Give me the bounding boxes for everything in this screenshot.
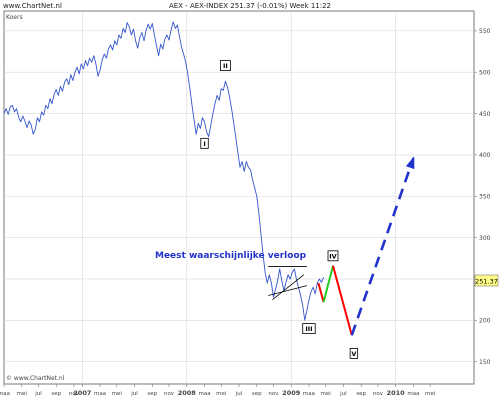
chart-title: AEX - AEX-INDEX 251.37 (-0.01%) Week 11:… — [169, 2, 331, 10]
y-tick-label: 550 — [479, 28, 491, 35]
projection-segment — [317, 282, 325, 303]
series-label: Koers — [6, 14, 23, 21]
x-tick-label: jul — [339, 391, 347, 397]
x-tick-label: nov — [69, 391, 80, 397]
current-value-label: 251.37 — [475, 278, 498, 286]
x-tick-label: mei — [17, 391, 28, 397]
x-tick-label: jul — [235, 391, 243, 397]
wave-label-text: I — [203, 140, 205, 148]
chart-source[interactable]: www.ChartNet.nl — [3, 2, 62, 10]
x-tick-label: mei — [112, 391, 123, 397]
y-tick-label: 400 — [479, 152, 491, 159]
wave-label: II — [220, 60, 231, 71]
wave-label: I — [200, 137, 209, 149]
projection-segment — [332, 265, 353, 336]
x-tick-label: maa — [303, 391, 315, 397]
triangle-pattern — [268, 266, 307, 300]
wave-label-text: III — [305, 325, 312, 333]
x-tick-label: mei — [321, 391, 332, 397]
projection-lines — [317, 157, 415, 336]
x-tick-label: 2007 — [73, 389, 91, 397]
x-tick-label: 2008 — [178, 389, 197, 397]
x-tick-label: 2009 — [282, 389, 301, 397]
wave-label: V — [349, 347, 359, 359]
x-tick-label: nov — [164, 391, 175, 397]
wave-label: IV — [327, 250, 339, 262]
x-tick-label: maa — [0, 391, 10, 397]
projection-dashed-line — [350, 157, 415, 336]
arrowhead — [405, 156, 415, 170]
trendline — [272, 274, 305, 300]
y-tick-label: 350 — [479, 193, 491, 200]
wave-label: III — [302, 323, 316, 334]
plot-frame — [3, 10, 475, 385]
grid — [4, 11, 474, 384]
watermark: © www.ChartNet.nl — [6, 375, 65, 382]
y-tick-label: 150 — [479, 359, 491, 366]
y-tick-label: 450 — [479, 111, 491, 118]
wave-label-text: IV — [329, 252, 336, 260]
arrowhead-icon — [405, 156, 415, 170]
x-tick-label: nov — [373, 391, 384, 397]
annotation-text: Meest waarschijnlijke verloop — [155, 251, 307, 261]
x-tick-label: nov — [268, 391, 279, 397]
y-tick-label: 200 — [479, 318, 491, 325]
current-value-box — [474, 274, 499, 287]
x-tick-label: sep — [51, 391, 61, 397]
x-tick-label: maa — [407, 391, 419, 397]
x-tick-label: jul — [34, 391, 42, 397]
y-tick-label: 500 — [479, 69, 491, 76]
x-tick-label: sep — [252, 391, 262, 397]
y-tick-label: 300 — [479, 235, 491, 242]
x-tick-label: sep — [356, 391, 366, 397]
trendline — [268, 285, 307, 296]
x-tick-label: mei — [216, 391, 227, 397]
wave-label-text: V — [351, 350, 356, 358]
x-tick-label: jul — [130, 391, 138, 397]
series-line — [3, 21, 325, 321]
x-tick-label: maa — [198, 391, 210, 397]
x-tick-label: mei — [425, 391, 436, 397]
x-tick-label: 2010 — [387, 389, 406, 397]
x-tick-label: sep — [147, 391, 157, 397]
x-tick-label: maa — [94, 391, 106, 397]
price-series — [3, 21, 325, 321]
wave-label-text: II — [223, 62, 228, 70]
projection-segment — [322, 265, 334, 303]
